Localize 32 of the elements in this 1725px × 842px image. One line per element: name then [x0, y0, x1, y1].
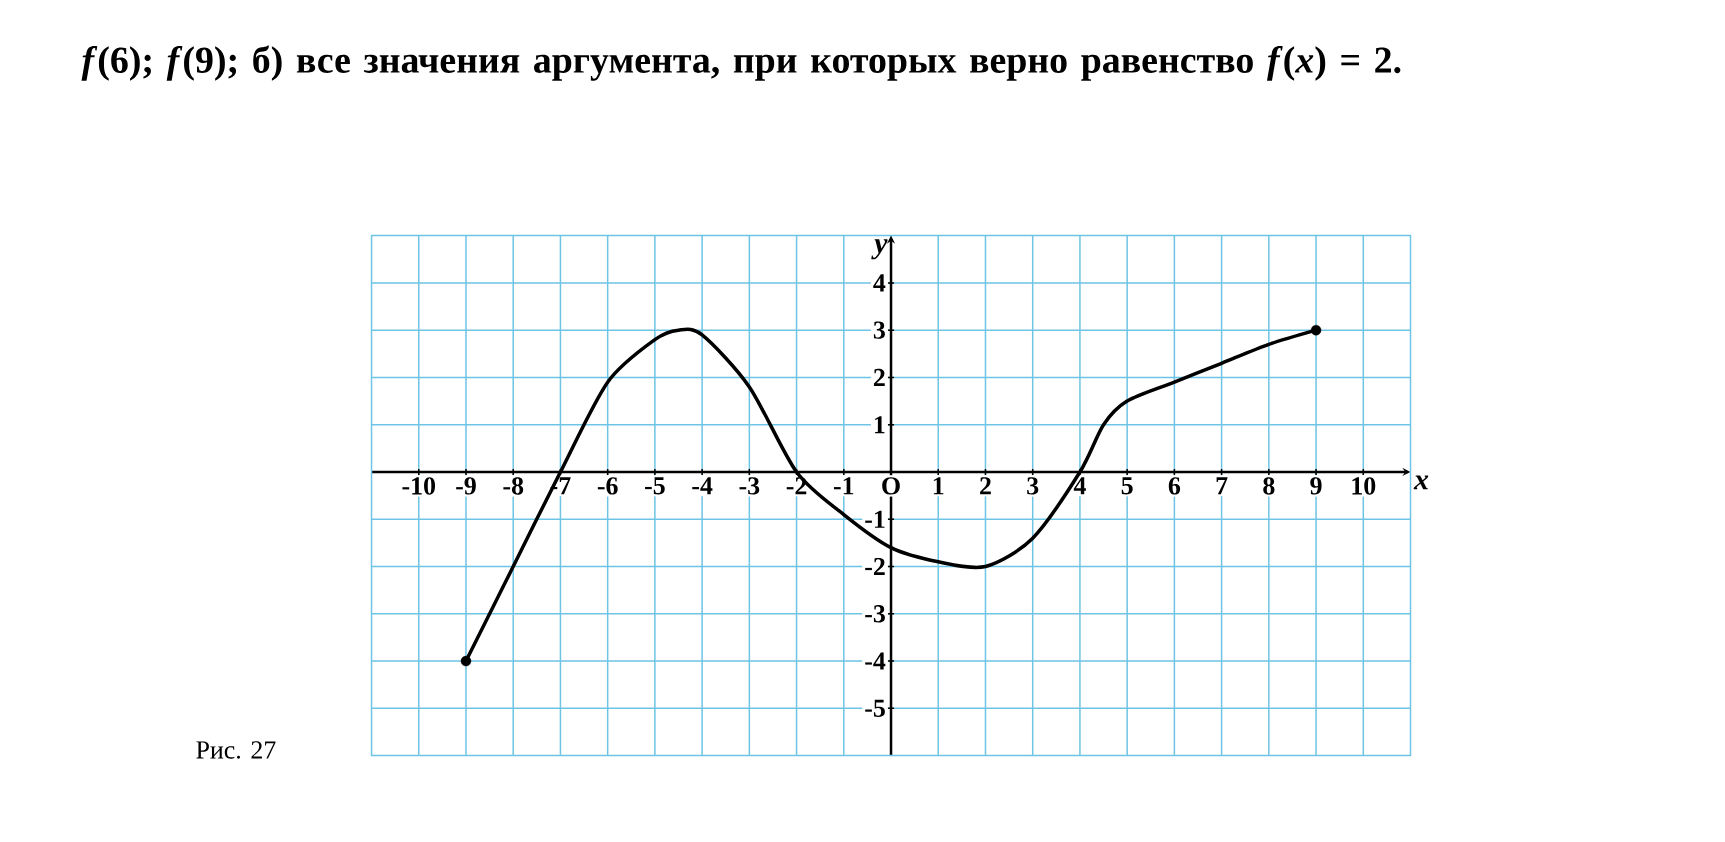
y-tick-label: -5 [865, 699, 885, 717]
x-tick-label: 4 [1073, 477, 1086, 495]
x-tick-label: -4 [692, 477, 713, 495]
x-tick-label: 3 [1027, 477, 1039, 495]
chart-title: f(6); f(9); б) все значения аргумента, при которых верно равенство f(x) = 2. [81, 45, 1401, 81]
text: Рис. 27 [196, 741, 276, 759]
x-tick-label: 5 [1121, 477, 1133, 495]
y-tick-label: 3 [873, 321, 885, 339]
y-tick-label: -4 [865, 652, 886, 670]
y-tick-label: -3 [865, 605, 885, 623]
y-tick-label: 2 [873, 368, 885, 387]
x-axis-title: x [1413, 475, 1429, 490]
x-tick-label: 1 [933, 477, 944, 495]
x-tick-label: 2 [980, 477, 991, 495]
x-tick-label: -9 [456, 477, 476, 495]
x-tick-label: -6 [597, 477, 618, 495]
x-tick-label: -8 [503, 477, 524, 495]
y-tick-label: -1 [865, 510, 885, 528]
x-tick-label: 6 [1168, 477, 1181, 495]
x-tick-label: -3 [739, 477, 760, 495]
y-tick-label: 1 [874, 416, 885, 434]
x-tick-label: 7 [1216, 477, 1228, 495]
y-axis-title: y [871, 239, 888, 260]
y-tick-label: 4 [873, 274, 886, 292]
x-tick-label: 10 [1352, 477, 1376, 495]
y-tick-label: -2 [865, 557, 885, 576]
x-tick-label: -1 [833, 477, 854, 495]
x-tick-label: -10 [402, 477, 436, 495]
x-tick-label: 9 [1310, 477, 1322, 495]
x-tick-label: -5 [645, 477, 665, 495]
x-tick-label: 8 [1263, 477, 1275, 495]
x-tick-label: O [882, 477, 900, 495]
